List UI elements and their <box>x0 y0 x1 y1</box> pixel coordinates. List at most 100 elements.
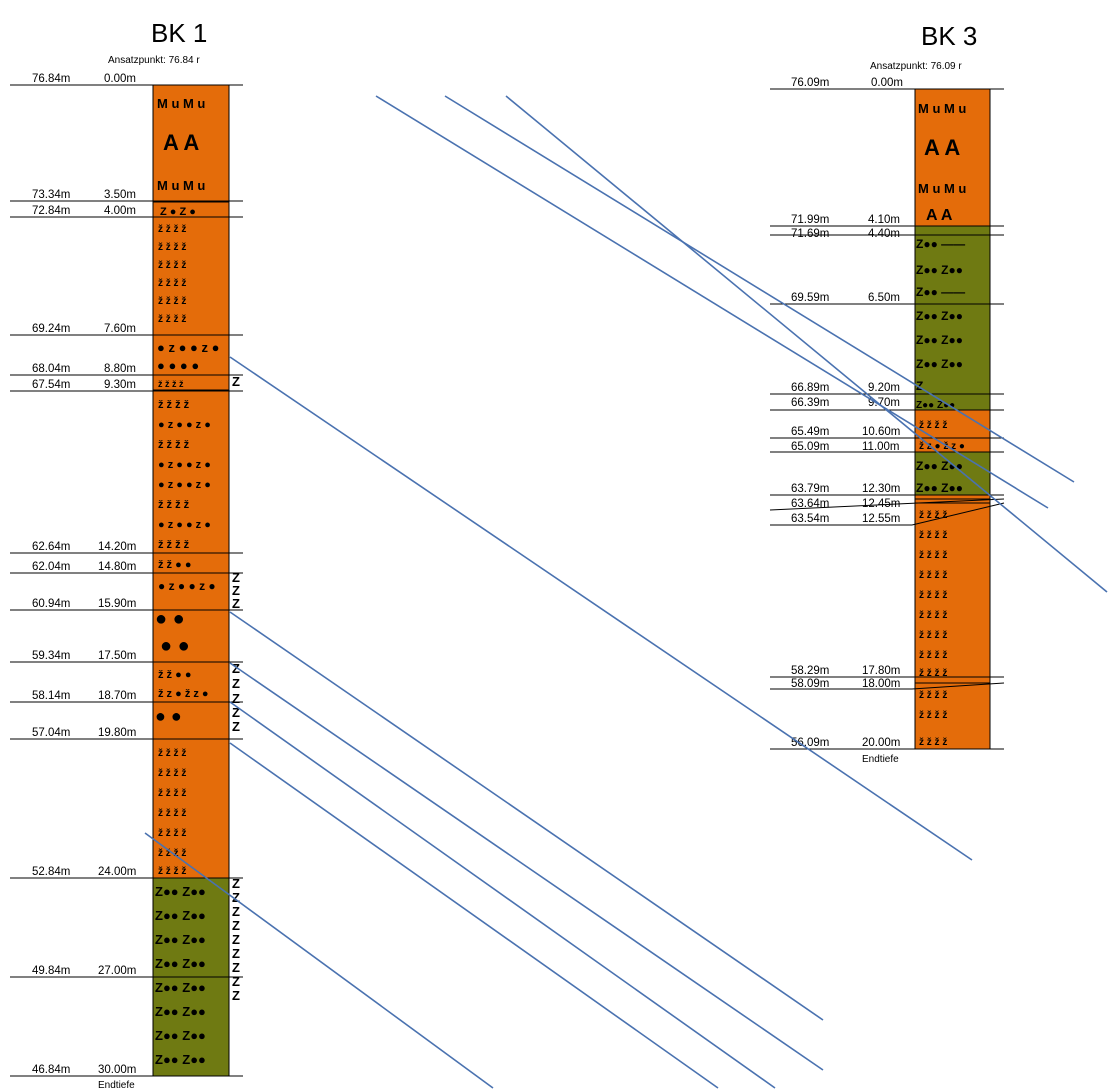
mutterboden-symbol: M u M u <box>918 181 966 196</box>
depth-label: 12.30m <box>862 483 900 495</box>
fill-symbol: A A <box>926 207 953 224</box>
svg-text:Z: Z <box>232 719 240 734</box>
bk1-boundary-labels: 76.84m 0.00m 73.34m 3.50m 72.84m 4.00m 6… <box>32 73 136 1076</box>
svg-text:Z●● Z●●: Z●● Z●● <box>916 333 963 347</box>
depth-label: 12.45m <box>862 498 900 510</box>
ansatzpunkt-label: Ansatzpunkt: 76.84 r <box>108 55 200 66</box>
bk3-column <box>914 88 991 750</box>
mutterboden-symbol: M u M u <box>918 101 966 116</box>
depth-label: 20.00m <box>862 737 900 749</box>
bk1-boundary-lines <box>10 84 243 1077</box>
correlation-line <box>229 701 776 1089</box>
elevation-label: 67.54m <box>32 379 70 391</box>
sandy-silt-pattern: ž ž ž ž ž ž ž ž ž ž ž ž ž ž ž ž ž ž ž ž ž ž… <box>158 224 186 325</box>
svg-text:ž ž ž ž: ž ž ž ž <box>158 278 186 289</box>
svg-text:ž ž ž ž: ž ž ž ž <box>158 828 186 839</box>
svg-text:Z: Z <box>232 918 240 933</box>
layer-fill-olive-silt-3 <box>914 451 991 496</box>
svg-text:ž ž ž ž: ž ž ž ž <box>158 242 186 253</box>
correlation-line <box>229 662 824 1071</box>
elevation-label: 63.64m <box>791 498 829 510</box>
layer-fill-olive-silt <box>914 225 991 305</box>
fill-symbol: A A <box>924 135 960 160</box>
depth-label: 6.50m <box>868 292 900 304</box>
svg-text:Z●● Z●●: Z●● Z●● <box>155 1028 206 1043</box>
svg-text:Z: Z <box>232 974 240 989</box>
elevation-label: 71.99m <box>791 214 829 226</box>
svg-text:ž ž ž ž: ž ž ž ž <box>919 530 947 541</box>
svg-text:● ● ● ●: ● ● ● ● <box>157 358 199 373</box>
svg-text:Z●● Z●●: Z●● Z●● <box>916 309 963 323</box>
elevation-label: 65.49m <box>791 426 829 438</box>
depth-label: 9.20m <box>868 382 900 394</box>
depth-label: 0.00m <box>104 73 136 85</box>
depth-label: 18.70m <box>98 690 136 702</box>
svg-text:ž ž ž ž: ž ž ž ž <box>158 260 186 271</box>
elevation-label: 66.89m <box>791 382 829 394</box>
elevation-label: 60.94m <box>32 598 70 610</box>
correlation-line <box>144 832 494 1089</box>
depth-label: 4.10m <box>868 214 900 226</box>
gravelly-silt-pattern: ž ž ž ž ● z ● ● z ● ž ž ž ž ● z ● ● z ● ● … <box>158 399 211 551</box>
svg-text:Z: Z <box>232 661 240 676</box>
svg-text:ž ž ž ž: ž ž ž ž <box>919 510 947 521</box>
svg-text:ž ž ž ž: ž ž ž ž <box>158 224 186 235</box>
svg-text:ž ž ž ž: ž ž ž ž <box>158 808 186 819</box>
elevation-label: 58.09m <box>791 678 829 690</box>
elevation-label: 58.14m <box>32 690 70 702</box>
olive-silt-pattern: Z●● —— Z●● Z●● Z●● —— Z●● Z●● Z●● Z●● Z●… <box>916 237 965 411</box>
bk1-water-markers: Z ZZZ ZZZ ZZ ZZZ ZZZ ZZZ <box>232 374 240 1003</box>
depth-label: 30.00m <box>98 1064 136 1076</box>
elevation-label: 65.09m <box>791 441 829 453</box>
elevation-label: 63.54m <box>791 513 829 525</box>
svg-text:● z ● ● z ●: ● z ● ● z ● <box>158 419 211 431</box>
depth-label: 19.80m <box>98 727 136 739</box>
silt-gravel-2-symbol: ž ž ● ● <box>158 669 191 681</box>
bk3-boundary-labels: 76.09m 0.00m 71.99m 4.10m 71.69m 4.40m 6… <box>791 77 903 749</box>
elevation-label: 46.84m <box>32 1064 70 1076</box>
layer-fill-silt-sand-2 <box>914 682 991 750</box>
correlation-line <box>444 95 1075 483</box>
elevation-label: 49.84m <box>32 965 70 977</box>
svg-text:Z: Z <box>232 570 240 585</box>
svg-text:● ●: ● ● <box>155 608 185 630</box>
svg-text:● z ● ● z ●: ● z ● ● z ● <box>158 519 211 531</box>
elevation-label: 76.84m <box>32 73 70 85</box>
olive-silt-pattern: Z●● Z●● Z●● Z●● Z●● Z●● Z●● Z●● Z●● Z●● … <box>155 884 206 1067</box>
svg-text:Z: Z <box>232 691 240 706</box>
silt-symbol: Z ● Z ● <box>160 206 196 218</box>
svg-text:ž ž ž ž: ž ž ž ž <box>158 866 186 877</box>
elevation-label: 69.24m <box>32 323 70 335</box>
correlation-line <box>229 611 824 1021</box>
sandy-silt-pattern: ž ž ž ž <box>919 420 947 431</box>
svg-text:Z●● Z●●: Z●● Z●● <box>155 956 206 971</box>
svg-text:Z●● Z●●: Z●● Z●● <box>155 908 206 923</box>
elevation-label: 76.09m <box>791 77 829 89</box>
svg-text:Z: Z <box>232 876 240 891</box>
gravel-2-symbol: ● z ● ● z ● <box>158 579 216 593</box>
mutterboden-symbol: M u M u <box>157 96 205 111</box>
silt-gravel-thin-symbol: ž ž ● ● <box>158 559 191 571</box>
elevation-label: 62.64m <box>32 541 70 553</box>
silt-thin-symbol: ž ž ž ž <box>158 379 184 389</box>
silt-gravel-2b-symbol: ž z ● ž z ● <box>158 688 209 700</box>
bk3-boundary-lines <box>769 88 1005 750</box>
correlation-line <box>375 95 1049 509</box>
ansatzpunkt-label: Ansatzpunkt: 76.09 r <box>870 61 962 72</box>
mutterboden-symbol: M u M u <box>157 178 205 193</box>
svg-text:Z: Z <box>232 932 240 947</box>
elevation-label: 69.59m <box>791 292 829 304</box>
borehole-title: BK 3 <box>921 21 977 51</box>
elevation-label: 68.04m <box>32 363 70 375</box>
layer-fill-coarse-gravel-2 <box>152 701 230 740</box>
depth-label: 7.60m <box>104 323 136 335</box>
svg-text:ž ž ž ž: ž ž ž ž <box>919 710 947 721</box>
olive-silt-3-pattern: Z●● Z●● <box>916 459 963 473</box>
correlation-line <box>505 95 1108 593</box>
elevation-label: 58.29m <box>791 665 829 677</box>
correlation-line <box>229 742 719 1089</box>
svg-text:Z●● ——: Z●● —— <box>916 237 965 251</box>
elevation-label: 52.84m <box>32 866 70 878</box>
depth-label: 27.00m <box>98 965 136 977</box>
